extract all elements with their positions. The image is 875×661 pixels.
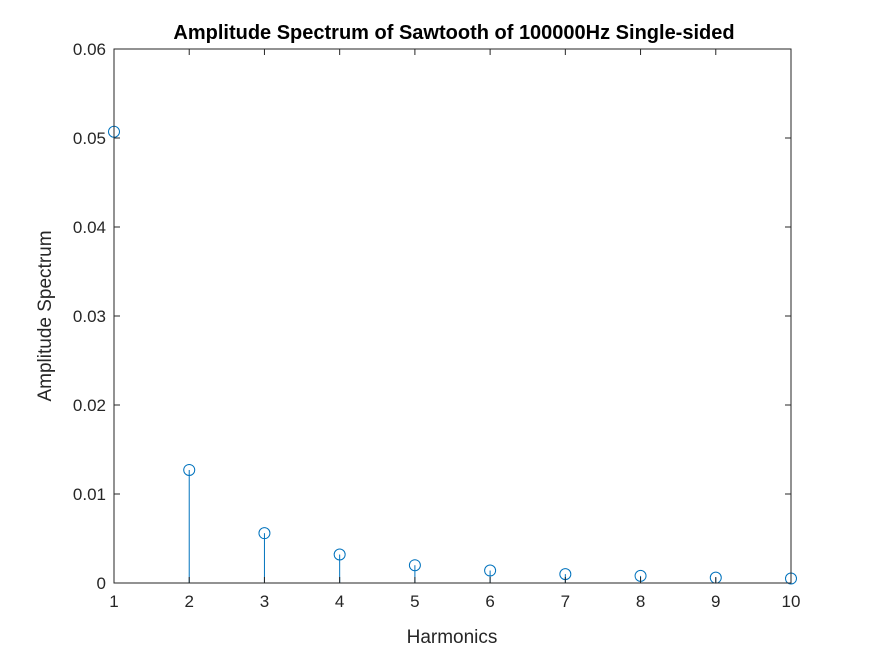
x-tick-label: 10 [782, 592, 801, 611]
stem-marker [333, 548, 346, 561]
x-tick-label: 8 [636, 592, 645, 611]
stem-marker [183, 463, 196, 476]
y-tick-label: 0.02 [73, 396, 106, 415]
x-tick-label: 2 [184, 592, 193, 611]
chart-title: Amplitude Spectrum of Sawtooth of 100000… [173, 22, 734, 44]
x-tick-label: 9 [711, 592, 720, 611]
x-tick-label: 7 [561, 592, 570, 611]
x-tick-label: 3 [260, 592, 269, 611]
stem-marker [258, 527, 271, 540]
y-tick-label: 0.06 [73, 40, 106, 59]
y-axis-label: Amplitude Spectrum [35, 230, 56, 401]
y-tick-label: 0.01 [73, 485, 106, 504]
y-axis-ticks: 0 0.01 0.02 0.03 0.04 0.05 0.06 [73, 40, 791, 593]
x-tick-label: 4 [335, 592, 344, 611]
x-tick-label: 1 [109, 592, 118, 611]
y-tick-label: 0 [97, 574, 106, 593]
x-axis-label: Harmonics [407, 627, 498, 648]
plot-area-box [113, 48, 792, 584]
x-axis-ticks: 1 2 3 4 5 6 7 8 9 10 [109, 49, 800, 611]
y-tick-label: 0.03 [73, 307, 106, 326]
y-tick-label: 0.05 [73, 129, 106, 148]
stem-series [108, 125, 797, 585]
y-tick-label: 0.04 [73, 218, 106, 237]
x-tick-label: 5 [410, 592, 419, 611]
stem-marker [484, 564, 497, 577]
stem-marker [408, 559, 421, 572]
x-tick-label: 6 [485, 592, 494, 611]
